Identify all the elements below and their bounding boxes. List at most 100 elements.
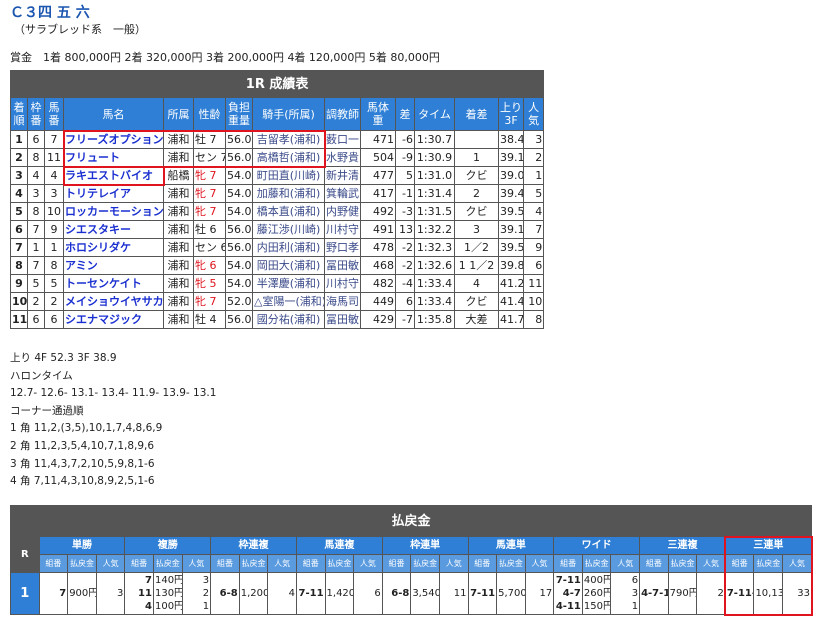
trainer-link[interactable]: 新井清 [324, 166, 361, 185]
amount-cell: 140円 130円 100円 [152, 572, 183, 615]
result-cell: 3 [27, 184, 45, 203]
sub-header: 人気 [696, 554, 726, 573]
result-cell: 1／2 [454, 238, 499, 257]
result-cell: セン 7 [193, 148, 226, 167]
result-cell: 4 [27, 166, 45, 185]
jockey-link[interactable]: 内田利(浦和) [252, 238, 325, 257]
amount: 1,420円 [326, 588, 353, 599]
combo-cell: 4-7-11 [639, 572, 669, 615]
sub-header: 人気 [610, 554, 641, 573]
result-cell: 10 [522, 292, 545, 311]
combo: 7-11 [470, 588, 496, 599]
result-cell: 39.5 [498, 202, 524, 221]
result-cell: 9 [10, 274, 28, 293]
result-cell: 牝 7 [193, 166, 226, 185]
result-cell: -3 [395, 202, 415, 221]
result-cell: 468 [360, 256, 396, 275]
popularity-cell: 4 [267, 572, 297, 615]
jockey-link[interactable]: △室陽一(浦和) [252, 292, 325, 311]
title-row: 払戻金 [10, 505, 812, 537]
corner-title: コーナー通過順 [10, 404, 84, 417]
result-row: 6 7 9 シエスタキー 浦和牡 6 56.0 藤江渉(川崎) 川村守 491 13 1:32.2 3… [10, 220, 545, 239]
result-cell: 417 [360, 184, 396, 203]
trainer-link[interactable]: 川村守 [324, 220, 361, 239]
result-cell: 1:32.2 [414, 220, 455, 239]
result-cell: 8 [27, 148, 45, 167]
horse-name-link[interactable]: トリテレイア [63, 184, 164, 203]
sub-header: 払戻金 [581, 554, 612, 573]
trainer-link[interactable]: 薮口一 [324, 130, 361, 149]
jockey-link[interactable]: 半澤慶(浦和) [252, 274, 325, 293]
trainer-link[interactable]: 水野貴 [324, 148, 361, 167]
result-cell: 52.0 [225, 292, 253, 311]
jockey-link[interactable]: 町田直(川崎) [252, 166, 325, 185]
popularity: 33 [797, 588, 810, 599]
sub-header: 組番 [381, 554, 412, 573]
popularity: 3 [117, 588, 124, 599]
result-row: 9 5 5 トーセンケイト 浦和牝 5 54.0 半澤慶(浦和) 川村守 482 -4 1:33.4… [10, 274, 545, 293]
result-cell: 牝 7 [193, 184, 226, 203]
horse-name-link[interactable]: フリーズオプション [63, 130, 164, 149]
jockey-link[interactable]: 岡田大(浦和) [252, 256, 325, 275]
result-cell: 471 [360, 130, 396, 149]
combo-cell: 6-8 [210, 572, 240, 615]
results-table: 1R 成績表 着順 枠番 馬番 馬名 所属 性齢 負担重量 騎手(所属) 調教師 馬体重差タイム 着差… [9, 70, 545, 329]
horse-name-link[interactable]: アミン [63, 256, 164, 275]
horse-name-link[interactable]: ラキエストバイオ [63, 166, 164, 185]
combo: 4 [145, 601, 152, 612]
trainer-link[interactable]: 冨田敏 [324, 310, 361, 329]
result-cell: 1:31.5 [414, 202, 455, 221]
result-cell: 8 [522, 310, 545, 329]
result-cell: 449 [360, 292, 396, 311]
combo-cell: 7-11 [295, 572, 326, 615]
sub-header: 人気 [95, 554, 126, 573]
amount-cell: 1,200円 [238, 572, 269, 615]
horse-name-link[interactable]: トーセンケイト [63, 274, 164, 293]
result-cell: 38.4 [498, 130, 524, 149]
result-cell: 8 [27, 202, 45, 221]
result-cell: 56.0 [225, 148, 253, 167]
popularity: 1 [631, 601, 639, 612]
trainer-link[interactable]: 海馬司 [324, 292, 361, 311]
result-cell: 39.5 [498, 238, 524, 257]
result-cell: -2 [395, 238, 415, 257]
horse-name-link[interactable]: メイショウイヤサカ [63, 292, 164, 311]
result-cell: 4 [522, 202, 545, 221]
result-cell: 6 [27, 130, 45, 149]
horse-name-link[interactable]: ロッカーモーション [63, 202, 164, 221]
horse-name-link[interactable]: フリュート [63, 148, 164, 167]
horse-name-link[interactable]: シエスタキー [63, 220, 164, 239]
jockey-link[interactable]: 吉留孝(浦和) [252, 130, 325, 149]
result-cell: 41.2 [498, 274, 524, 293]
jockey-link[interactable]: 國分祐(浦和) [252, 310, 325, 329]
result-cell: 56.0 [225, 310, 253, 329]
horse-name-link[interactable]: シエナマジック [63, 310, 164, 329]
jockey-link[interactable]: 高橋哲(浦和) [252, 148, 325, 167]
sub-header: 組番 [553, 554, 583, 573]
jockey-link[interactable]: 加藤和(浦和) [252, 184, 325, 203]
popularity-cell: 2 [696, 572, 726, 615]
result-row: 3 4 4 ラキエストバイオ 船橋牝 7 54.0 町田直(川崎) 新井清 477 5 1:31.0… [10, 166, 545, 185]
trainer-link[interactable]: 冨田敏 [324, 256, 361, 275]
trainer-link[interactable]: 川村守 [324, 274, 361, 293]
jockey-link[interactable]: 橋本直(浦和) [252, 202, 325, 221]
sub-row: 組番 払戻金 人気 組番 払戻金 人気 組番 払戻金 人気 組番 払戻金 人気 組番 払戻金 人気 組番 払戻金… [11, 554, 812, 573]
corner-list: 1 角 11,2,(3,5),10,1,7,4,8,6,9 2 角 11,2,3,… [10, 420, 216, 490]
trainer-link[interactable]: 野口孝 [324, 238, 361, 257]
race-subtitle: （サラブレッド系 一般） [14, 23, 146, 36]
sub-header: 人気 [438, 554, 469, 573]
result-cell: クビ [454, 292, 499, 311]
result-cell: 478 [360, 238, 396, 257]
jockey-link[interactable]: 藤江渉(川崎) [252, 220, 325, 239]
result-cell: -9 [395, 148, 415, 167]
sub-header: 人気 [353, 554, 383, 573]
trainer-link[interactable]: 内野健 [324, 202, 361, 221]
horse-name-link[interactable]: ホロシリダケ [63, 238, 164, 257]
trainer-link[interactable]: 箕輪武 [324, 184, 361, 203]
payout-table: 払戻金 R 単勝 複勝 枠連複 馬連複 枠連単 馬連単 ワイド 三連複 三連単 組番 払戻金 人気 組番 払戻… [10, 505, 813, 615]
race-title: Ｃ３四 五 六 [10, 5, 90, 21]
bet-type: 三連単 [724, 536, 813, 555]
popularity-cell: 17 [524, 572, 555, 615]
result-cell: 1 [522, 166, 545, 185]
result-cell: 牝 7 [193, 292, 226, 311]
